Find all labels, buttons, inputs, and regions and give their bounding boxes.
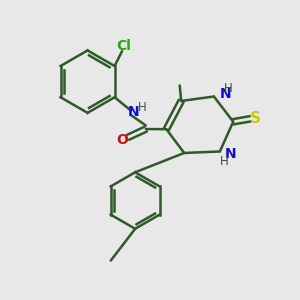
Text: O: O: [117, 133, 129, 147]
Text: N: N: [219, 87, 231, 101]
Text: H: H: [224, 82, 233, 95]
Text: N: N: [224, 147, 236, 161]
Text: N: N: [128, 105, 139, 119]
Text: S: S: [250, 111, 261, 126]
Text: H: H: [220, 155, 229, 168]
Text: Cl: Cl: [116, 39, 131, 53]
Text: H: H: [138, 100, 147, 114]
